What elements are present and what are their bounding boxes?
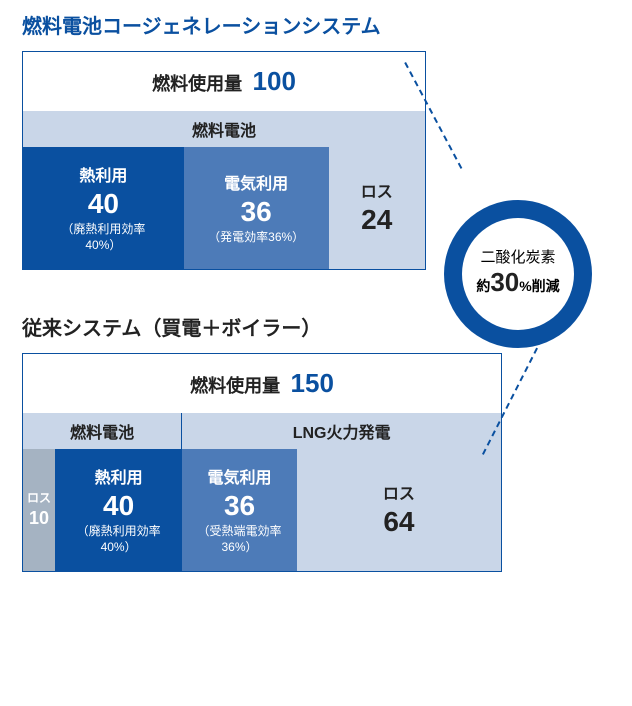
cell-note: （受熱端電効率 36%） (198, 524, 282, 555)
cell-label: 電気利用 (208, 464, 272, 488)
cell-label: 電気利用 (224, 170, 288, 194)
breakdown-cell: 電気利用36 （発電効率36%） (184, 147, 329, 269)
cell-value: 36 (241, 196, 272, 228)
badge-inner: 二酸化炭素 約30%削減 (462, 218, 574, 330)
system1-cells: 熱利用40（廃熱利用効率 40%） 電気利用36 （発電効率36%） ロス24 (23, 147, 425, 269)
badge-line2: 約30%削減 (476, 267, 559, 298)
cell-value: 24 (361, 204, 392, 236)
cell-value: 40 (88, 188, 119, 220)
co2-reduction-badge: 二酸化炭素 約30%削減 (444, 200, 592, 348)
system1-fuel-row: 燃料使用量 100 (23, 52, 425, 111)
fuel-usage-value: 150 (291, 368, 334, 398)
system1-diagram: 燃料使用量 100 燃料電池 熱利用40（廃熱利用効率 40%） 電気利用36 （発… (22, 51, 426, 270)
cell-note: （廃熱利用効率 40%） (77, 524, 161, 555)
cell-label: 熱利用 (95, 464, 143, 488)
breakdown-cell: 電気利用36（受熱端電効率 36%） (182, 449, 297, 571)
breakdown-cell: 熱利用40（廃熱利用効率 40%） (23, 147, 184, 269)
cell-value: 40 (103, 490, 134, 522)
subsystem-header: 燃料電池 (23, 413, 182, 449)
cell-value: 36 (224, 490, 255, 522)
cell-label: ロス (383, 480, 415, 504)
fuel-usage-value: 100 (253, 66, 296, 96)
breakdown-cell: ロス24 (329, 147, 425, 269)
cell-value: 64 (383, 506, 414, 538)
cell-label: ロス (361, 178, 393, 202)
system2-fuel-row: 燃料使用量 150 (23, 354, 501, 413)
cell-note: （廃熱利用効率 40%） (61, 222, 145, 253)
system2-headers: 燃料電池LNG火力発電 (23, 413, 501, 449)
system2-cells: ロス10熱利用40（廃熱利用効率 40%）電気利用36（受熱端電効率 36%）ロ… (23, 449, 501, 571)
breakdown-cell: ロス 10 (23, 449, 55, 571)
breakdown-cell: ロス64 (297, 449, 501, 571)
system1-title: 燃料電池コージェネレーションシステム (22, 10, 632, 39)
system1-subheader: 燃料電池 (23, 111, 425, 147)
fuel-usage-label: 燃料使用量 (190, 376, 280, 396)
fuel-usage-label: 燃料使用量 (152, 74, 242, 94)
system2-diagram: 燃料使用量 150 燃料電池LNG火力発電 ロス 10 熱利用40（廃熱利用効率 4… (22, 353, 502, 572)
cell-label: 熱利用 (79, 162, 127, 186)
cell-value: 10 (29, 508, 49, 529)
subsystem-header: LNG火力発電 (182, 413, 501, 449)
breakdown-cell: 熱利用40（廃熱利用効率 40%） (55, 449, 182, 571)
cell-label: ロス (27, 489, 51, 506)
cell-note: （発電効率36%） (208, 230, 304, 246)
badge-line1: 二酸化炭素 (480, 249, 555, 267)
